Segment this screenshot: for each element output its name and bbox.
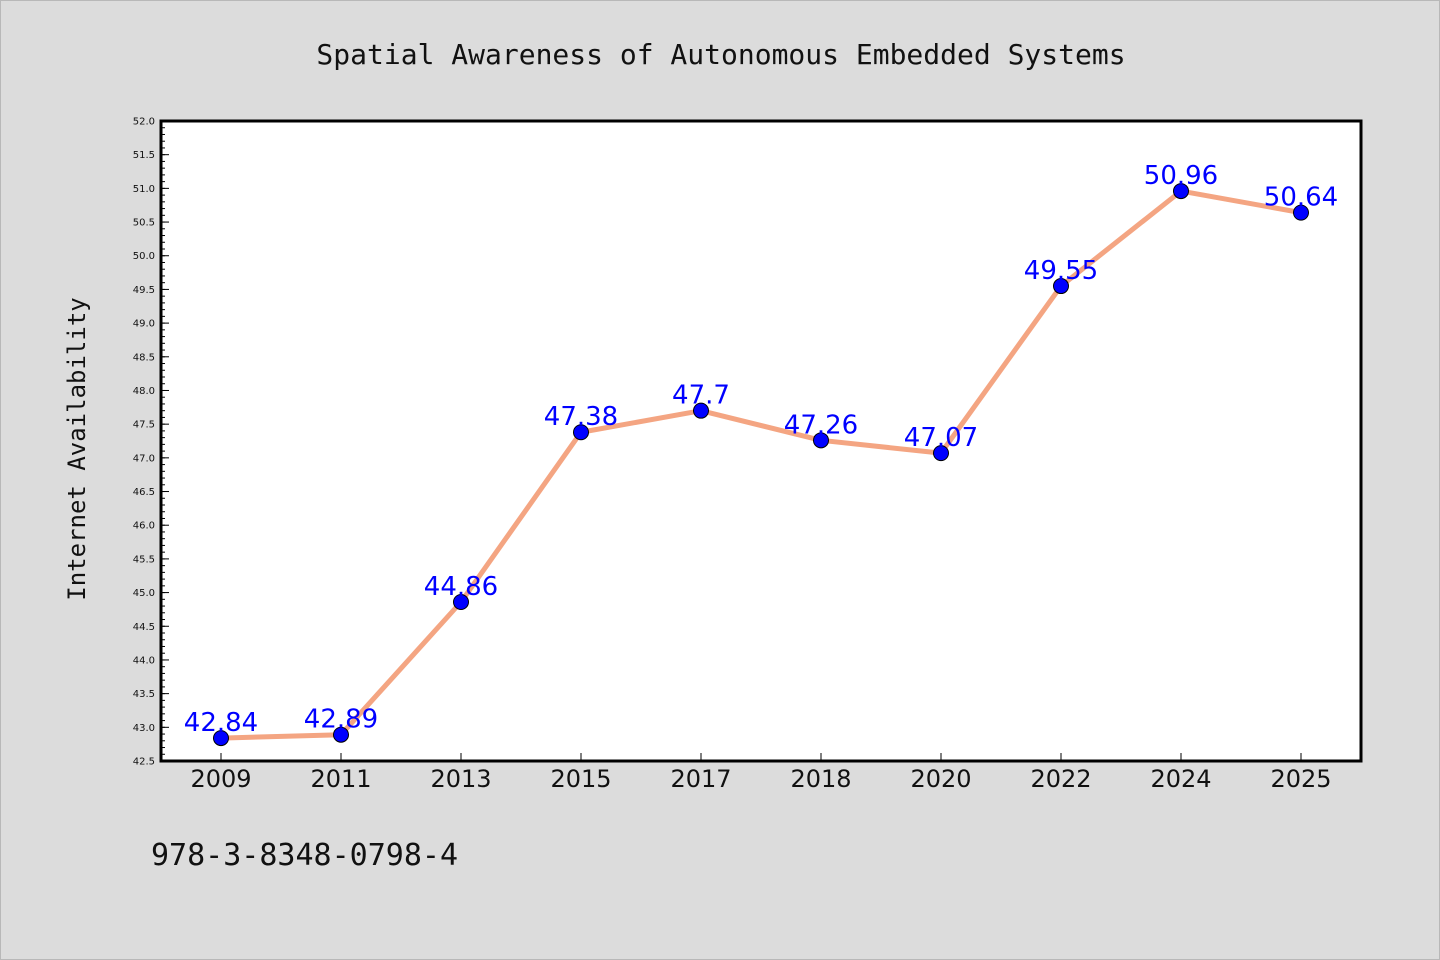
- data-point: [573, 424, 589, 441]
- y-tick-label: 45.5: [133, 554, 155, 565]
- data-label: 42.89: [304, 705, 378, 735]
- y-tick-label: 48.0: [133, 386, 155, 397]
- y-tick-label: 43.5: [133, 689, 155, 700]
- data-point: [213, 730, 229, 747]
- x-tick-label: 2020: [910, 765, 971, 793]
- x-tick-label: 2009: [190, 765, 251, 793]
- x-tick-label: 2013: [430, 765, 491, 793]
- x-axis-ticks: 2009 2011 2013 2015 2017 2018 2020 2022 2024 2025: [190, 753, 1332, 793]
- data-label: 50.64: [1264, 183, 1338, 213]
- plot-area: [161, 121, 1361, 761]
- data-point: [813, 432, 829, 449]
- y-tick-label: 52.0: [133, 117, 155, 128]
- y-tick-label: 49.5: [133, 285, 155, 296]
- y-tick-label: 43.0: [133, 723, 155, 734]
- y-tick-label: 47.5: [133, 420, 155, 431]
- data-label: 44.86: [424, 572, 498, 602]
- data-markers: [213, 183, 1309, 747]
- y-axis-label: Internet Availability: [63, 297, 91, 600]
- data-label: 42.84: [184, 708, 258, 738]
- plot-frame: [159, 119, 1363, 763]
- y-tick-label: 48.5: [133, 352, 155, 363]
- data-point: [1053, 278, 1069, 295]
- x-tick-label: 2024: [1150, 765, 1211, 793]
- data-label: 47.26: [784, 410, 858, 440]
- y-tick-label: 45.0: [133, 588, 155, 599]
- data-label: 50.96: [1144, 161, 1218, 191]
- y-tick-label: 44.0: [133, 655, 155, 666]
- data-labels: 42.84 42.89 44.86 47.38 47.7 47.26 47.07 49.55 5…: [184, 161, 1338, 738]
- x-tick-label: 2022: [1030, 765, 1091, 793]
- x-tick-label: 2015: [550, 765, 611, 793]
- data-point: [453, 594, 469, 611]
- y-tick-label: 47.0: [133, 453, 155, 464]
- data-point: [1173, 183, 1189, 200]
- y-tick-label: 50.0: [133, 251, 155, 262]
- chart-title: Spatial Awareness of Autonomous Embedded…: [316, 38, 1125, 71]
- data-point: [1293, 204, 1309, 221]
- data-point: [693, 402, 709, 419]
- series-path: [218, 188, 1304, 741]
- x-tick-label: 2017: [670, 765, 731, 793]
- y-tick-label: 42.5: [133, 757, 155, 768]
- data-label: 47.07: [904, 423, 978, 453]
- y-tick-label: 50.5: [133, 218, 155, 229]
- y-tick-label: 44.5: [133, 622, 155, 633]
- data-label: 47.7: [672, 381, 730, 411]
- y-tick-label: 46.0: [133, 521, 155, 532]
- y-tick-label: 46.5: [133, 487, 155, 498]
- series-line: [218, 188, 1304, 741]
- data-label: 47.38: [544, 402, 618, 432]
- x-tick-label: 2025: [1270, 765, 1331, 793]
- x-tick-label: 2011: [310, 765, 371, 793]
- x-tick-label: 2018: [790, 765, 851, 793]
- data-label: 49.55: [1024, 256, 1098, 286]
- data-point: [333, 726, 349, 743]
- footer-isbn: 978-3-8348-0798-4: [151, 838, 458, 873]
- y-tick-label: 51.0: [133, 184, 155, 195]
- y-tick-label: 51.5: [133, 150, 155, 161]
- data-point: [933, 445, 949, 462]
- y-tick-label: 49.0: [133, 319, 155, 330]
